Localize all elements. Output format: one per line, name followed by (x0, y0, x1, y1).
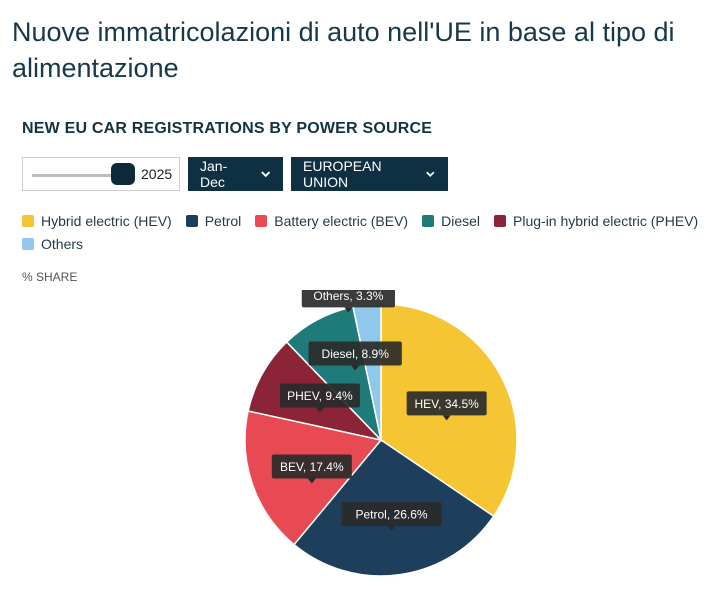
data-label-bg-others (301, 290, 395, 308)
legend-swatch-petrol (185, 215, 198, 227)
data-label-pointer-phev (315, 407, 324, 413)
period-dropdown-label: Jan-Dec (200, 158, 228, 190)
legend-swatch-diesel (422, 215, 435, 227)
data-label-phev: PHEV, 9.4% (279, 383, 360, 413)
year-value: 2025 (141, 166, 173, 182)
legend-item-bev[interactable]: Battery electric (BEV) (255, 212, 408, 230)
data-label-text-hev: HEV, 34.5% (415, 397, 480, 411)
data-label-bev: BEV, 17.4% (271, 454, 352, 484)
period-dropdown[interactable]: Jan-Dec (188, 157, 283, 191)
data-label-text-diesel: Diesel, 8.9% (322, 347, 390, 361)
legend-item-others[interactable]: Others (22, 235, 83, 253)
legend-swatch-hev (22, 215, 34, 227)
data-label-pointer-petrol (387, 526, 396, 532)
chart-title: NEW EU CAR REGISTRATIONS BY POWER SOURCE (22, 120, 433, 137)
pie-chart: HEV, 34.5% Petrol, 26.6% BEV, 17.4% PHEV, 9… (244, 290, 518, 577)
data-label-others: Others, 3.3% (301, 290, 395, 313)
slider-fill (32, 174, 117, 177)
data-label-text-others: Others, 3.3% (313, 290, 383, 303)
data-label-text-phev: PHEV, 9.4% (287, 389, 353, 403)
data-label-bg-hev (406, 391, 487, 416)
legend-swatch-phev (494, 215, 507, 227)
data-label-text-bev: BEV, 17.4% (280, 460, 344, 474)
data-label-bg-petrol (341, 502, 442, 527)
legend-label-others: Others (41, 236, 84, 252)
data-label-pointer-others (344, 307, 353, 313)
legend-item-petrol[interactable]: Petrol (185, 212, 242, 230)
page-title: Nuove immatricolazioni di auto nell'UE i… (12, 17, 675, 83)
data-label-bg-bev (271, 454, 352, 479)
legend-label-bev: Battery electric (BEV) (274, 213, 409, 229)
data-label-bg-diesel (308, 341, 402, 366)
data-label-bg-phev (279, 383, 360, 408)
data-label-hev: HEV, 34.5% (406, 391, 487, 421)
data-label-petrol: Petrol, 26.6% (341, 502, 442, 532)
legend-swatch-bev (255, 215, 268, 227)
legend-label-diesel: Diesel (441, 213, 481, 229)
chart-legend: Hybrid electric (HEV) Petrol Battery elect… (22, 212, 711, 253)
year-slider[interactable]: 2025 (22, 157, 180, 191)
data-label-text-petrol: Petrol, 26.6% (356, 508, 428, 522)
chevron-down-icon (260, 171, 270, 178)
legend-label-phev: Plug-in hybrid electric (PHEV) (513, 213, 699, 229)
legend-label-hev: Hybrid electric (HEV) (41, 213, 172, 229)
legend-item-hev[interactable]: Hybrid electric (HEV) (22, 212, 172, 230)
legend-swatch-others (22, 238, 34, 250)
data-label-pointer-bev (307, 478, 316, 484)
slider-track[interactable] (32, 174, 126, 177)
chart-controls: 2025 Jan-Dec EUROPEAN UNION (22, 157, 448, 191)
data-label-diesel: Diesel, 8.9% (308, 341, 402, 371)
data-label-pointer-hev (442, 415, 451, 421)
region-dropdown-label: EUROPEAN UNION (303, 158, 382, 190)
chevron-down-icon (426, 171, 435, 178)
slider-thumb[interactable] (111, 163, 135, 185)
data-label-pointer-diesel (351, 365, 360, 371)
unit-label: % SHARE (22, 270, 78, 284)
legend-item-phev[interactable]: Plug-in hybrid electric (PHEV) (494, 212, 698, 230)
legend-item-diesel[interactable]: Diesel (422, 212, 480, 230)
legend-label-petrol: Petrol (204, 213, 242, 229)
region-dropdown[interactable]: EUROPEAN UNION (291, 157, 448, 191)
